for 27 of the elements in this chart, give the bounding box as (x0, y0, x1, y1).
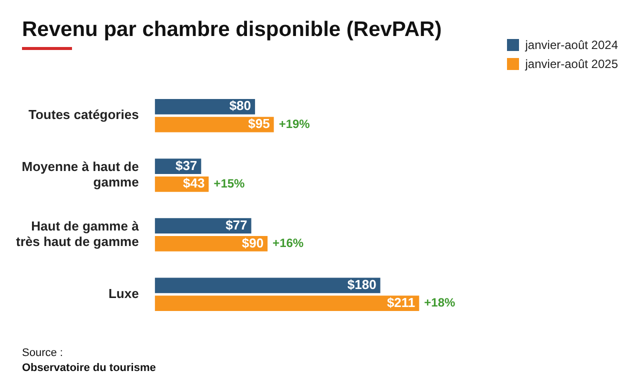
y-tick-label: Luxe (108, 286, 139, 301)
y-tick-label: Toutes catégories (28, 107, 139, 122)
bar (154, 236, 268, 252)
y-tick-label: Haut de gamme à très haut de gamme (16, 218, 140, 250)
text: Observatoire du tourisme (22, 361, 156, 376)
bar (154, 116, 274, 132)
data-label: $80 (229, 98, 252, 114)
legend-label: janvier-août 2025 (525, 57, 618, 71)
chart-title: Revenu par chambre disponible (RevPAR) (22, 18, 442, 41)
data-label: $211 (386, 294, 416, 310)
data-label: $37 (175, 158, 198, 173)
annotation: +16% (272, 236, 304, 250)
data-label: $90 (242, 235, 264, 250)
legend-label: janvier-août 2024 (525, 38, 618, 52)
data-label: $180 (347, 277, 376, 292)
data-label: $95 (248, 116, 270, 132)
source-note: Source : (22, 346, 64, 361)
bar (154, 296, 420, 312)
y-tick-label: Moyenne à haut de gamme (22, 158, 139, 190)
annotation: +15% (214, 176, 246, 190)
data-label: $43 (182, 176, 205, 191)
annotation: +19% (278, 116, 310, 131)
bar (154, 98, 256, 114)
annotation: +18% (424, 296, 456, 310)
bar (154, 278, 380, 294)
bar (154, 218, 252, 234)
data-label: $77 (226, 217, 248, 232)
